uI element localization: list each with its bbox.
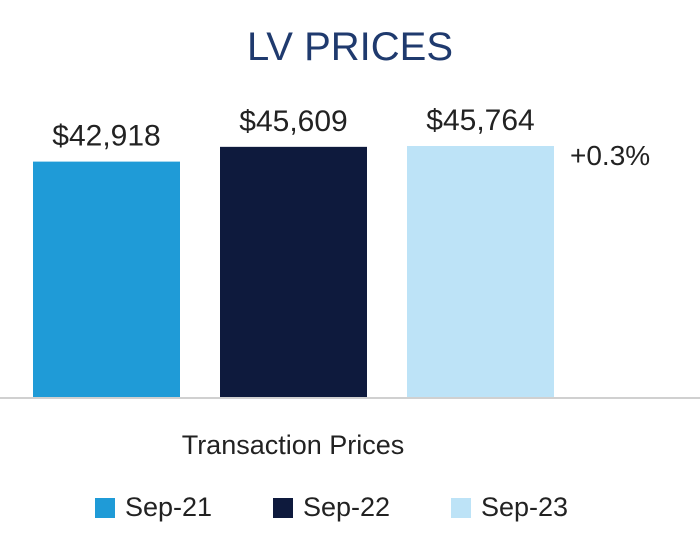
legend-swatch-sep-22 bbox=[273, 498, 293, 518]
bar-sep-21 bbox=[33, 161, 180, 397]
legend: Sep-21 Sep-22 Sep-23 bbox=[95, 492, 568, 522]
legend-label-sep-22: Sep-22 bbox=[303, 492, 390, 522]
bar-sep-23 bbox=[407, 146, 554, 397]
legend-label-sep-23: Sep-23 bbox=[481, 492, 568, 522]
legend-swatch-sep-21 bbox=[95, 498, 115, 518]
chart-title: LV PRICES bbox=[247, 25, 453, 69]
x-axis-label: Transaction Prices bbox=[182, 430, 405, 460]
legend-swatch-sep-23 bbox=[451, 498, 471, 518]
bar-sep-22 bbox=[220, 146, 367, 397]
bar-value-label-sep-23: $45,764 bbox=[426, 104, 534, 137]
bars-group: $42,918 $45,609 $45,764 bbox=[33, 104, 554, 397]
bar-value-label-sep-22: $45,609 bbox=[239, 105, 347, 138]
change-annotation: +0.3% bbox=[570, 140, 650, 171]
legend-label-sep-21: Sep-21 bbox=[125, 492, 212, 522]
bar-value-label-sep-21: $42,918 bbox=[52, 120, 160, 153]
